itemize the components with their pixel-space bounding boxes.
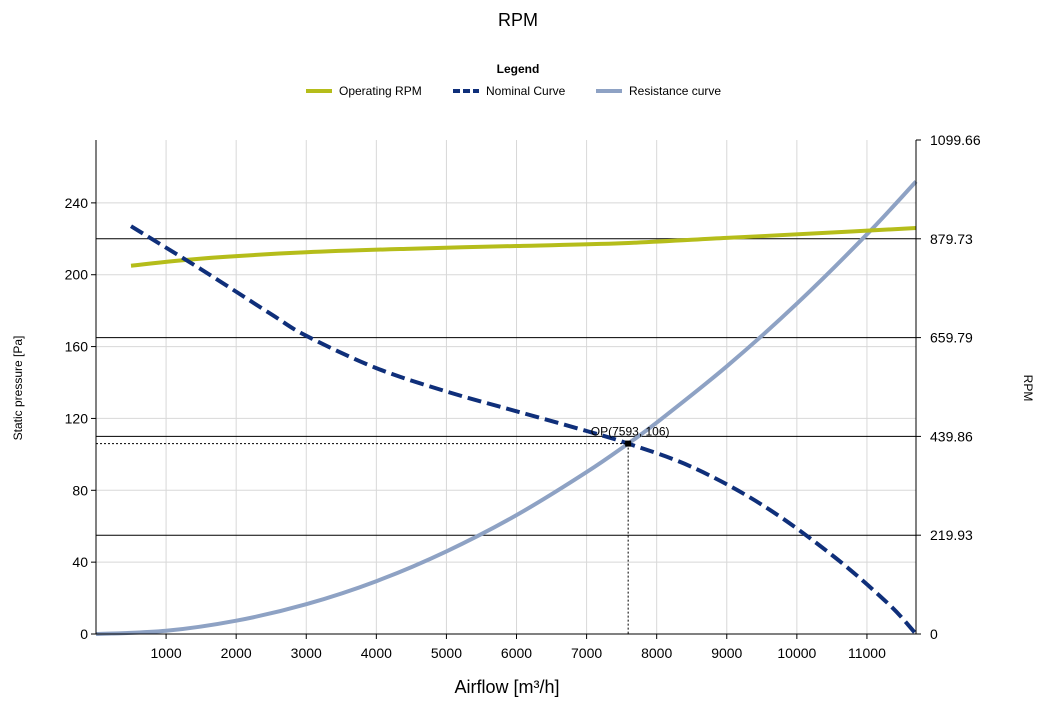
y-axis-label: Static pressure [Pa] [11, 336, 25, 441]
y2-tick-label: 439.86 [930, 428, 973, 444]
operating-point-marker [625, 440, 632, 447]
nominal-curve-series-line [129, 224, 918, 636]
y-tick-label: 240 [65, 195, 89, 211]
operating-rpm-series-line [130, 226, 917, 268]
legend-label-operating-rpm: Operating RPM [339, 84, 422, 98]
chart-title: RPM [498, 10, 538, 30]
plot-area [96, 140, 916, 634]
y-tick-label: 200 [65, 267, 89, 283]
x-tick-label: 5000 [431, 645, 462, 661]
y-tick-label: 120 [65, 410, 89, 426]
resistance-curve-series-line [95, 180, 918, 636]
legend-label-nominal-curve: Nominal Curve [486, 84, 566, 98]
x-tick-label: 10000 [777, 645, 816, 661]
y-tick-label: 160 [65, 339, 89, 355]
x-tick-label: 7000 [571, 645, 602, 661]
y-tick-label: 80 [72, 482, 88, 498]
x-tick-label: 2000 [221, 645, 252, 661]
y2-axis-label: RPM [1021, 375, 1035, 402]
x-tick-label: 9000 [711, 645, 742, 661]
y2-tick-label: 879.73 [930, 231, 973, 247]
y-tick-label: 40 [72, 554, 88, 570]
y2-tick-label: 1099.66 [930, 132, 981, 148]
legend: Legend Operating RPM Nominal Curve Resista… [306, 62, 721, 98]
legend-label-resistance-curve: Resistance curve [629, 84, 721, 98]
x-tick-label: 3000 [291, 645, 322, 661]
x-tick-label: 6000 [501, 645, 532, 661]
y2-tick-label: 219.93 [930, 527, 973, 543]
x-axis-label: Airflow [m³/h] [454, 677, 559, 697]
operating-point-label: OP(7593, 106) [591, 425, 670, 439]
x-tick-label: 8000 [641, 645, 672, 661]
y-tick-label: 0 [80, 626, 88, 642]
x-tick-label: 1000 [151, 645, 182, 661]
x-tick-label: 11000 [848, 645, 886, 661]
legend-title: Legend [497, 62, 540, 76]
y2-tick-label: 0 [930, 626, 938, 642]
x-tick-label: 4000 [361, 645, 392, 661]
y2-tick-label: 659.79 [930, 330, 973, 346]
